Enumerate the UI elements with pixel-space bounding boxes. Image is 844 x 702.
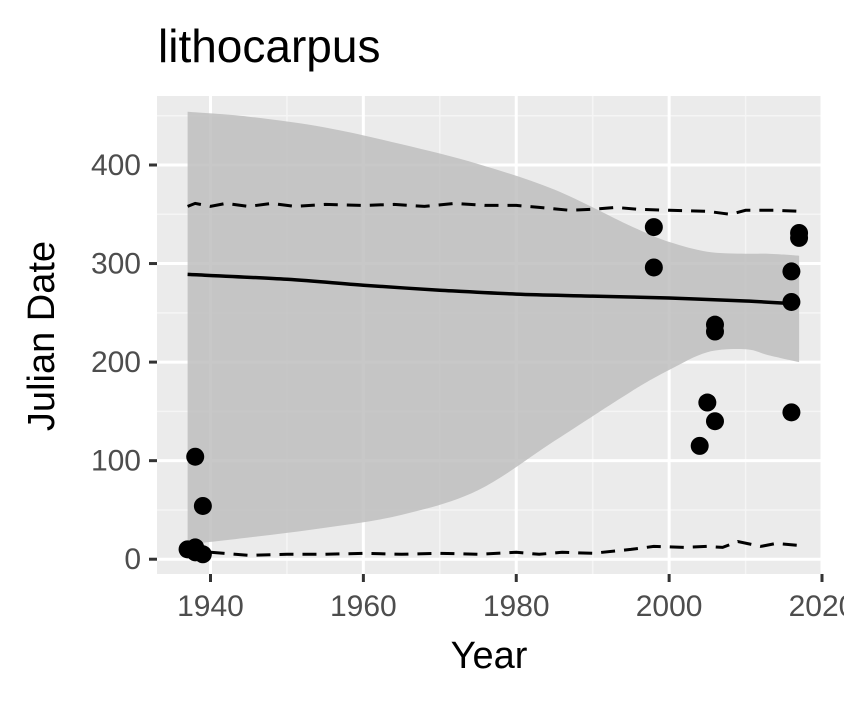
data-point (782, 262, 801, 281)
data-point (644, 218, 663, 237)
data-point (193, 545, 212, 564)
y-axis-title: Julian Date (21, 241, 63, 431)
confidence-band (187, 111, 800, 545)
y-tick-label: 200 (91, 346, 141, 379)
data-point (193, 496, 212, 515)
data-point (782, 403, 801, 422)
upper-dashed-line (187, 201, 800, 216)
y-tick-label: 400 (91, 149, 141, 182)
fit-line (187, 272, 800, 306)
points-layer (178, 218, 809, 564)
dashed-lines-layer (187, 201, 800, 557)
y-tick-label: 0 (124, 543, 141, 576)
lower-dashed-line (187, 539, 800, 557)
y-tick-label: 300 (91, 248, 141, 281)
chart-title: lithocarpus (158, 20, 380, 72)
data-point (186, 447, 205, 466)
data-point (705, 322, 724, 341)
fit-line-layer (187, 272, 800, 306)
data-point (690, 436, 709, 455)
x-tick-label: 1940 (177, 590, 244, 623)
data-point (698, 393, 717, 412)
y-axis: 0 100 200 300 400 (91, 149, 157, 576)
y-tick-label: 100 (91, 445, 141, 478)
data-point (705, 412, 724, 431)
x-axis-title: Year (451, 635, 528, 677)
data-point (790, 228, 809, 247)
data-point (644, 258, 663, 277)
data-point (782, 292, 801, 311)
confidence-band-layer (187, 111, 800, 545)
x-tick-label: 2000 (636, 590, 703, 623)
x-tick-label: 1980 (483, 590, 550, 623)
x-tick-label: 1960 (330, 590, 397, 623)
